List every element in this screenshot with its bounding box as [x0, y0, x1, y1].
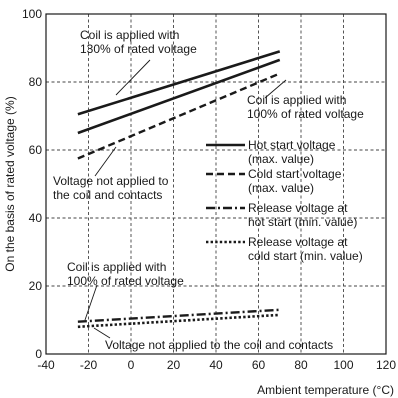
annotation-line: the coil and contacts [53, 188, 162, 202]
legend-label: Hot start voltage [248, 138, 336, 152]
annotation-line: Voltage not applied to the coil and cont… [105, 338, 333, 352]
series-line-2 [77, 58, 281, 135]
legend-label: Release voltage at [248, 235, 348, 249]
tick-labels: -40 -20 0 20 40 60 80 100 120 0 20 40 60 80 100 [22, 7, 396, 372]
annotation-line: Voltage not applied to [53, 174, 169, 188]
annotation-leader [264, 79, 287, 99]
annotation-line: 100% of rated voltage [67, 274, 184, 288]
legend: Hot start voltage(max. value)Cold start … [206, 138, 363, 263]
legend-label: (max. value) [248, 152, 314, 166]
plot-frame [45, 13, 387, 355]
x-axis-title: Ambient temperature (°C) [257, 383, 394, 397]
y-tick-label: 40 [29, 211, 43, 225]
legend-entry-2: Cold start voltage(max. value) [206, 167, 342, 195]
x-tick-label: 80 [294, 358, 308, 372]
legend-label: cold start (min. value) [248, 249, 363, 263]
y-axis-title: On the basis of rated voltage (%) [3, 96, 17, 271]
annotation-line: 100% of rated voltage [247, 107, 364, 121]
series-line-1 [77, 50, 281, 116]
annotation-line: 130% of rated voltage [80, 42, 197, 56]
y-tick-label: 80 [29, 75, 43, 89]
y-tick-label: 60 [29, 143, 43, 157]
x-tick-label: 120 [376, 358, 396, 372]
x-tick-label: 0 [128, 358, 135, 372]
annotation-leader [94, 146, 117, 177]
legend-entry-1: Hot start voltage(max. value) [206, 138, 336, 166]
x-tick-label: 20 [167, 358, 181, 372]
series-layer [77, 50, 281, 329]
y-tick-label: 0 [35, 347, 42, 361]
x-tick-label: -20 [80, 358, 98, 372]
x-tick-label: 100 [333, 358, 353, 372]
annotation-leader [115, 59, 151, 96]
annotation-line: Coil is applied with [67, 260, 166, 274]
x-tick-label: 60 [252, 358, 266, 372]
x-tick-label: 40 [209, 358, 223, 372]
legend-label: Cold start voltage [248, 167, 342, 181]
legend-label: hot start (min. value) [248, 215, 357, 229]
series-line-5 [77, 313, 280, 329]
series-line-3 [77, 72, 281, 160]
legend-label: Release voltage at [248, 201, 348, 215]
legend-label: (max. value) [248, 181, 314, 195]
annotation-line: Coil is applied with [247, 93, 346, 107]
annotation-leader [93, 327, 111, 339]
y-tick-label: 100 [22, 7, 42, 21]
annotation-line: Coil is applied with [80, 28, 179, 42]
annotation-5: Voltage not applied to the coil and cont… [105, 338, 333, 352]
x-tick-label: -40 [37, 358, 55, 372]
y-tick-label: 20 [29, 279, 43, 293]
annotation-leader [84, 284, 98, 321]
